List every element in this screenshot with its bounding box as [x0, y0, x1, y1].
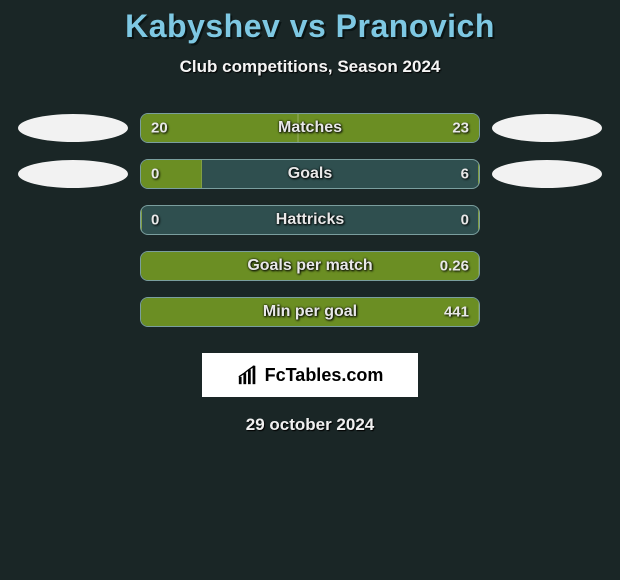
stat-value-right: 6	[461, 166, 469, 183]
stat-label: Goals per match	[247, 257, 372, 275]
stat-label: Goals	[288, 165, 332, 183]
stat-value-right: 441	[444, 304, 469, 321]
stat-row: Goals per match 0.26	[0, 243, 620, 289]
stat-bar: 20 Matches 23	[140, 113, 480, 143]
stat-row: 20 Matches 23	[0, 105, 620, 151]
bar-fill-right	[478, 298, 479, 326]
page-title: Kabyshev vs Pranovich	[0, 8, 620, 45]
player-left-avatar	[18, 160, 128, 188]
stat-row: 0 Goals 6	[0, 151, 620, 197]
stat-label: Hattricks	[276, 211, 344, 229]
comparison-infographic: Kabyshev vs Pranovich Club competitions,…	[0, 0, 620, 435]
stat-value-right: 0.26	[440, 258, 469, 275]
stat-bar: Goals per match 0.26	[140, 251, 480, 281]
stat-bar: Min per goal 441	[140, 297, 480, 327]
stat-label: Min per goal	[263, 303, 357, 321]
bar-fill-right	[478, 206, 479, 234]
stat-rows: 20 Matches 23 0 Goals 6 0 Hatt	[0, 105, 620, 335]
stat-value-left: 0	[151, 212, 159, 229]
stat-bar: 0 Goals 6	[140, 159, 480, 189]
bar-fill-right	[478, 252, 479, 280]
subtitle: Club competitions, Season 2024	[0, 57, 620, 77]
bar-fill-left	[141, 206, 142, 234]
bar-fill-right	[478, 160, 479, 188]
stat-value-right: 23	[452, 120, 469, 137]
stat-row: Min per goal 441	[0, 289, 620, 335]
stat-value-left: 0	[151, 166, 159, 183]
bar-chart-icon	[237, 364, 259, 386]
player-right-avatar	[492, 114, 602, 142]
brand-text: FcTables.com	[265, 365, 384, 386]
brand-badge: FcTables.com	[202, 353, 418, 397]
stat-bar: 0 Hattricks 0	[140, 205, 480, 235]
stat-label: Matches	[278, 119, 342, 137]
player-right-avatar	[492, 160, 602, 188]
player-left-avatar	[18, 114, 128, 142]
stat-value-right: 0	[461, 212, 469, 229]
date-label: 29 october 2024	[0, 415, 620, 435]
stat-value-left: 20	[151, 120, 168, 137]
stat-row: 0 Hattricks 0	[0, 197, 620, 243]
